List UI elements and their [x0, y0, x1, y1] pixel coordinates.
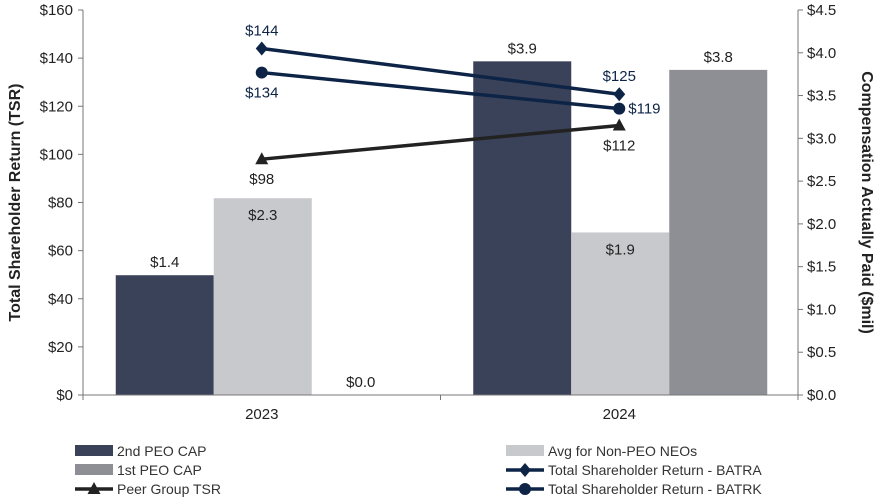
bar-data-label: $3.8 — [704, 49, 733, 66]
right-tick-label: $2.5 — [807, 173, 836, 190]
right-tick-label: $1.0 — [807, 301, 836, 318]
bar-1st-peo-cap-2024 — [669, 69, 768, 395]
point-total-shareholder-return-batra — [613, 87, 626, 102]
bar-avg-for-non-peo-neos-2023 — [213, 198, 312, 395]
right-tick-label: $4.5 — [807, 2, 836, 19]
bar-data-label: $3.9 — [508, 40, 537, 57]
left-tick-label: $20 — [48, 339, 73, 356]
line-peer-group-tsr — [261, 123, 620, 161]
line-total-shareholder-return-batrk — [261, 70, 620, 111]
point-peer-group-tsr — [255, 152, 269, 165]
labels-layer: $1.4 $3.9 $2.3 $1.9 $0.0 $3.8 $144 $125 $134 $119… — [150, 23, 733, 392]
bar-data-label: $1.4 — [150, 254, 179, 271]
legend-swatch-2nd-peo-cap — [75, 445, 113, 456]
left-tick-label: $160 — [40, 2, 73, 19]
legend: 2nd PEO CAP Avg for Non-PEO NEOs 1st PEO C… — [75, 443, 762, 497]
line-data-label: $125 — [603, 68, 636, 85]
left-tick-label: $60 — [48, 243, 73, 260]
right-tick-label: $4.0 — [807, 45, 836, 62]
legend-swatch-avg-for-non-peo-neos — [506, 445, 544, 456]
bar-data-label: $1.9 — [606, 241, 635, 258]
left-axis-title: Total Shareholder Return (TSR) — [7, 84, 24, 322]
left-tick-label: $140 — [40, 50, 73, 67]
bar-data-label: $2.3 — [248, 207, 277, 224]
legend-swatch-1st-peo-cap — [75, 464, 113, 475]
line-data-label: $134 — [245, 85, 278, 102]
line-total-shareholder-return-batra — [261, 46, 620, 96]
left-tick-label: $80 — [48, 195, 73, 212]
lines-layer — [255, 41, 626, 165]
legend-label-1st-peo-cap: 1st PEO CAP — [117, 462, 202, 478]
right-tick-label: $0.0 — [807, 387, 836, 404]
right-axis-title: Compensation Actually Paid ($mil) — [858, 71, 875, 334]
point-peer-group-tsr — [612, 118, 626, 131]
bar-avg-for-non-peo-neos-2024 — [571, 232, 670, 395]
right-tick-label: $2.0 — [807, 216, 836, 233]
x-tick-label: 2024 — [603, 406, 636, 423]
bars-layer — [115, 61, 768, 395]
legend-label-total-shareholder-return-batra: Total Shareholder Return - BATRA — [548, 462, 762, 478]
axes-layer: $0 $20 $40 $60 $80 $100 $120 $140 $160 $0.0 $0.5 $1… — [7, 2, 875, 423]
line-data-label: $112 — [603, 138, 635, 155]
bar-data-label: $0.0 — [346, 374, 375, 391]
bar-2nd-peo-cap-2024 — [473, 61, 572, 395]
legend-label-avg-for-non-peo-neos: Avg for Non-PEO NEOs — [548, 443, 697, 459]
legend-label-peer-group-tsr: Peer Group TSR — [117, 481, 221, 497]
right-tick-label: $3.0 — [807, 130, 836, 147]
point-total-shareholder-return-batrk — [255, 66, 268, 79]
legend-marker-total-shareholder-return-batrk — [519, 483, 531, 495]
legend-marker-total-shareholder-return-batra — [519, 463, 531, 477]
right-tick-label: $3.5 — [807, 88, 836, 105]
legend-marker-peer-group-tsr — [87, 482, 101, 494]
x-tick-label: 2023 — [245, 406, 278, 423]
legend-label-2nd-peo-cap: 2nd PEO CAP — [117, 443, 207, 459]
left-tick-label: $0 — [56, 387, 73, 404]
point-total-shareholder-return-batrk — [613, 102, 626, 115]
line-data-label: $119 — [628, 101, 660, 118]
right-tick-label: $0.5 — [807, 344, 836, 361]
left-tick-label: $120 — [40, 98, 73, 115]
line-data-label: $98 — [249, 171, 274, 188]
point-total-shareholder-return-batra — [255, 41, 268, 56]
line-data-label: $144 — [245, 23, 278, 40]
legend-label-total-shareholder-return-batrk: Total Shareholder Return - BATRK — [548, 481, 762, 497]
left-tick-label: $40 — [48, 291, 73, 308]
left-tick-label: $100 — [40, 146, 73, 163]
bar-2nd-peo-cap-2023 — [115, 275, 214, 395]
right-tick-label: $1.5 — [807, 259, 836, 276]
